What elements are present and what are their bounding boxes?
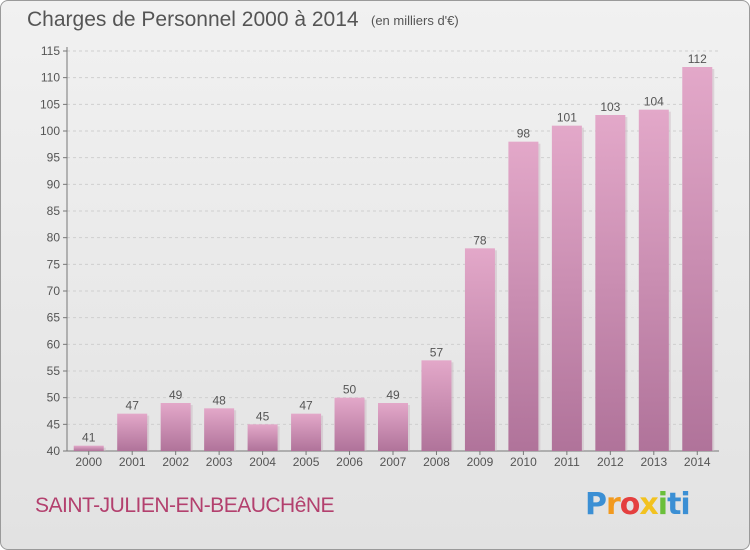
data-label: 48 [212,393,226,407]
x-tick-label: 2009 [467,455,494,469]
y-tick-label: 60 [47,337,61,351]
y-tick-label: 105 [40,97,60,111]
y-tick-label: 50 [47,391,61,405]
y-tick-label: 85 [47,204,61,218]
commune-name: SAINT-JULIEN-EN-BEAUCHêNE [35,494,335,517]
y-tick-label: 75 [47,257,61,271]
data-label: 57 [430,345,444,359]
data-label: 98 [517,127,531,141]
bar [638,109,669,452]
bar [378,403,408,451]
label-layer: 41 47 49 48 45 47 50 49 57 78 98 101 103 104 112 [82,52,707,445]
x-tick-label: 2010 [510,455,537,469]
data-label: 112 [688,52,707,66]
x-tick-label: 2005 [293,455,320,469]
y-tick-label: 65 [47,311,61,325]
y-tick-label: 95 [47,151,61,165]
y-tick-label: 110 [41,71,60,85]
y-tick-label: 45 [47,417,61,431]
data-label: 41 [82,431,96,445]
logo-letter: P [585,487,607,522]
data-label: 101 [557,111,577,125]
data-label: 49 [169,388,183,402]
x-tick-label: 2004 [249,455,276,469]
y-tick-label: 90 [47,177,61,191]
bar [160,403,191,451]
data-label: 50 [343,383,357,397]
y-tick-label: 80 [47,231,61,245]
data-label: 103 [600,100,620,114]
chart-title: Charges de Personnel 2000 à 2014 [27,8,359,31]
bar [595,115,626,451]
bar [508,141,539,451]
data-label: 49 [386,388,400,402]
x-tick-label: 2012 [597,455,624,469]
data-label: 104 [644,95,664,109]
x-tick-label: 2014 [684,455,711,469]
bar [204,408,235,451]
y-tick-label: 100 [40,124,60,138]
logo-letter: r [606,487,621,522]
y-tick-label: 40 [47,444,61,458]
bar [334,397,365,451]
proxiti-logo: Proxiti [585,487,691,522]
bar [291,413,322,451]
x-tick-label: 2000 [75,455,102,469]
bar [247,424,278,451]
y-tick-label: 55 [47,364,61,378]
logo-letter: o [619,487,641,522]
logo-letter: i [657,487,668,522]
x-tick-label: 2006 [336,455,363,469]
chart-unit: (en milliers d'€) [371,13,459,28]
x-tick-label: 2002 [162,455,189,469]
y-tick-label: 70 [47,284,61,298]
bar [682,67,713,451]
bar-layer [73,67,715,452]
x-tick-label: 2001 [119,455,146,469]
x-tick-label: 2003 [206,455,233,469]
bar [464,248,495,451]
x-tick-label: 2013 [640,455,667,469]
x-tick-label: 2008 [423,455,450,469]
x-tick-label: 2007 [380,455,407,469]
logo-letter: x [639,487,658,522]
x-tick-label: 2011 [554,455,580,469]
bar [117,413,148,451]
data-label: 78 [473,233,487,247]
bar [551,125,582,452]
data-label: 45 [256,409,270,423]
data-label: 47 [126,399,140,413]
axis-layer: 40 45 50 55 60 65 70 75 80 85 90 95 100 105 110 115 2000… [40,44,719,469]
bar [73,445,104,451]
logo-letter: ti [667,487,691,522]
bar [421,360,452,451]
data-label: 47 [299,399,313,413]
y-tick-label: 115 [41,44,60,58]
